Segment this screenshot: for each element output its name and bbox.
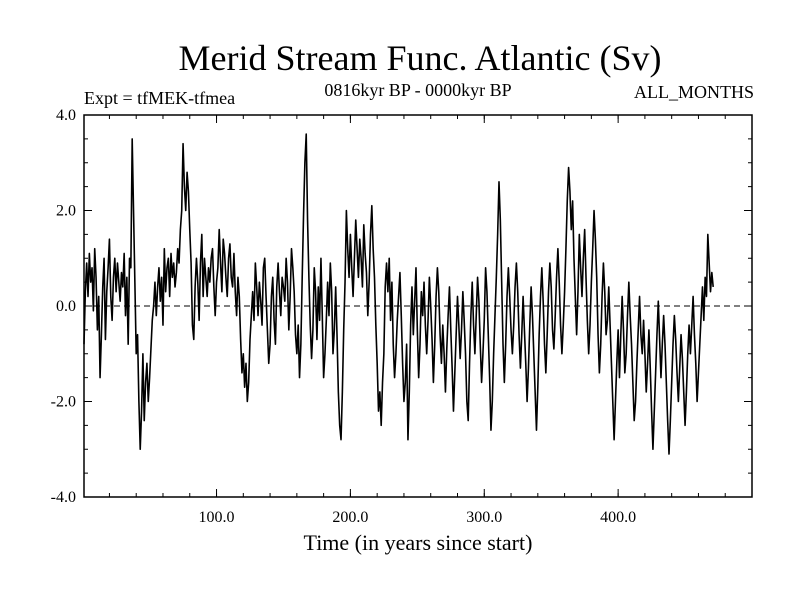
x-tick-label: 400.0 bbox=[600, 509, 636, 526]
time-range-label: 0816kyr BP - 0000kyr BP bbox=[324, 80, 511, 100]
x-axis-label: Time (in years since start) bbox=[304, 530, 533, 555]
y-tick-label: -2.0 bbox=[51, 394, 76, 411]
months-label: ALL_MONTHS bbox=[634, 82, 754, 102]
y-ticks: -4.0 -2.0 0.0 2.0 4.0 bbox=[51, 107, 752, 506]
experiment-label: Expt = tfMEK-tfmea bbox=[84, 88, 235, 108]
x-tick-label: 100.0 bbox=[199, 509, 235, 526]
x-ticks: 100.0 200.0 300.0 400.0 bbox=[108, 115, 726, 526]
chart-title: Merid Stream Func. Atlantic (Sv) bbox=[179, 38, 662, 78]
y-tick-label: 0.0 bbox=[56, 298, 76, 315]
series-group bbox=[83, 133, 714, 455]
plot-frame bbox=[83, 114, 753, 498]
series-line bbox=[83, 133, 714, 455]
y-tick-label: 2.0 bbox=[56, 203, 76, 220]
y-tick-label: -4.0 bbox=[51, 489, 76, 506]
x-tick-label: 200.0 bbox=[332, 509, 368, 526]
x-tick-label: 300.0 bbox=[466, 509, 502, 526]
y-tick-label: 4.0 bbox=[56, 107, 76, 124]
